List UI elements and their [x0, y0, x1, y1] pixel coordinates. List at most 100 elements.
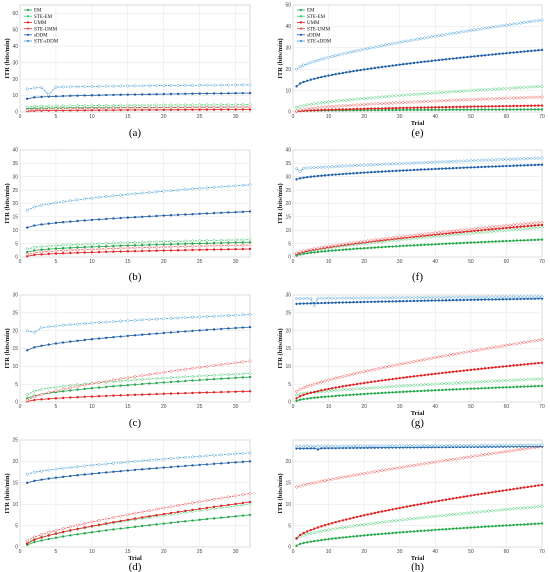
- data-point: [486, 379, 491, 384]
- data-point: [383, 236, 388, 241]
- data-point: [536, 225, 541, 230]
- data-point: [312, 246, 317, 251]
- x-tick-label: 5: [55, 259, 58, 265]
- data-point: [119, 335, 122, 338]
- data-point: [330, 377, 334, 382]
- data-point: [391, 391, 394, 394]
- data-point: [408, 92, 413, 97]
- legend-marker: [26, 39, 30, 43]
- data-point: [112, 244, 115, 248]
- data-point: [169, 244, 173, 249]
- data-point: [533, 104, 537, 107]
- data-point: [319, 529, 324, 534]
- data-point: [54, 85, 58, 89]
- series-line: [296, 19, 543, 70]
- data-point: [54, 467, 58, 471]
- data-point: [176, 510, 180, 514]
- data-point: [323, 538, 327, 541]
- data-point: [233, 83, 238, 87]
- data-point: [472, 158, 477, 163]
- data-point: [515, 225, 519, 229]
- data-point: [111, 461, 116, 466]
- y-tick-label: 0: [15, 110, 18, 116]
- series-ste-sddm: [25, 312, 252, 335]
- data-point: [380, 245, 384, 249]
- data-point: [404, 39, 409, 43]
- data-point: [362, 96, 366, 101]
- y-tick-label: 20: [285, 459, 291, 465]
- data-point: [25, 472, 30, 477]
- data-point: [404, 464, 409, 469]
- data-point: [540, 18, 544, 22]
- data-point: [337, 375, 342, 380]
- data-point: [373, 392, 377, 395]
- data-point: [212, 108, 216, 111]
- data-point: [54, 385, 58, 390]
- series-line: [296, 378, 543, 396]
- data-point: [348, 446, 352, 450]
- data-point: [540, 84, 544, 89]
- series-ste-sddm: [294, 18, 544, 72]
- data-point: [458, 527, 462, 530]
- data-point: [486, 229, 491, 234]
- data-point: [365, 386, 370, 390]
- data-point: [387, 42, 391, 47]
- data-point: [294, 166, 299, 171]
- data-point: [219, 373, 224, 377]
- data-point: [387, 170, 391, 173]
- data-point: [362, 300, 366, 304]
- data-point: [61, 387, 65, 392]
- data-point: [525, 446, 530, 451]
- data-point: [97, 395, 101, 398]
- data-point: [454, 228, 459, 233]
- data-point: [519, 108, 522, 111]
- data-point: [154, 105, 159, 110]
- data-point: [351, 473, 356, 478]
- data-point: [76, 251, 79, 254]
- data-point: [511, 227, 516, 232]
- data-point: [394, 245, 398, 248]
- data-point: [451, 388, 455, 391]
- data-point: [483, 225, 487, 230]
- data-point: [333, 164, 338, 169]
- data-point: [508, 51, 512, 55]
- data-point: [348, 535, 352, 539]
- data-point: [54, 532, 58, 535]
- data-point: [523, 225, 526, 228]
- data-point: [533, 49, 537, 52]
- data-point: [197, 315, 202, 319]
- legend-label: UMM: [34, 21, 47, 26]
- data-point: [512, 51, 515, 54]
- data-point: [341, 248, 344, 251]
- data-point: [426, 99, 431, 104]
- data-point: [40, 536, 43, 539]
- data-point: [191, 92, 194, 95]
- data-point: [451, 57, 455, 60]
- data-point: [155, 332, 158, 335]
- data-point: [483, 367, 487, 370]
- data-point: [161, 239, 166, 244]
- data-point: [387, 391, 391, 394]
- data-point: [140, 516, 144, 519]
- data-point: [493, 451, 498, 455]
- data-point: [373, 66, 377, 70]
- data-point: [33, 479, 36, 483]
- data-point: [355, 515, 359, 519]
- data-point: [306, 397, 309, 400]
- data-point: [404, 383, 409, 388]
- data-point: [469, 97, 473, 102]
- data-point: [348, 301, 352, 304]
- data-point: [358, 239, 363, 244]
- data-point: [40, 223, 43, 226]
- data-point: [533, 297, 537, 300]
- data-point: [61, 243, 65, 248]
- data-point: [327, 395, 330, 398]
- data-point: [326, 444, 331, 449]
- data-point: [476, 230, 480, 235]
- data-point: [498, 386, 501, 389]
- data-point: [298, 542, 302, 546]
- data-point: [455, 56, 458, 60]
- data-point: [533, 338, 537, 343]
- x-tick-label: 0: [292, 404, 295, 410]
- data-point: [479, 230, 484, 235]
